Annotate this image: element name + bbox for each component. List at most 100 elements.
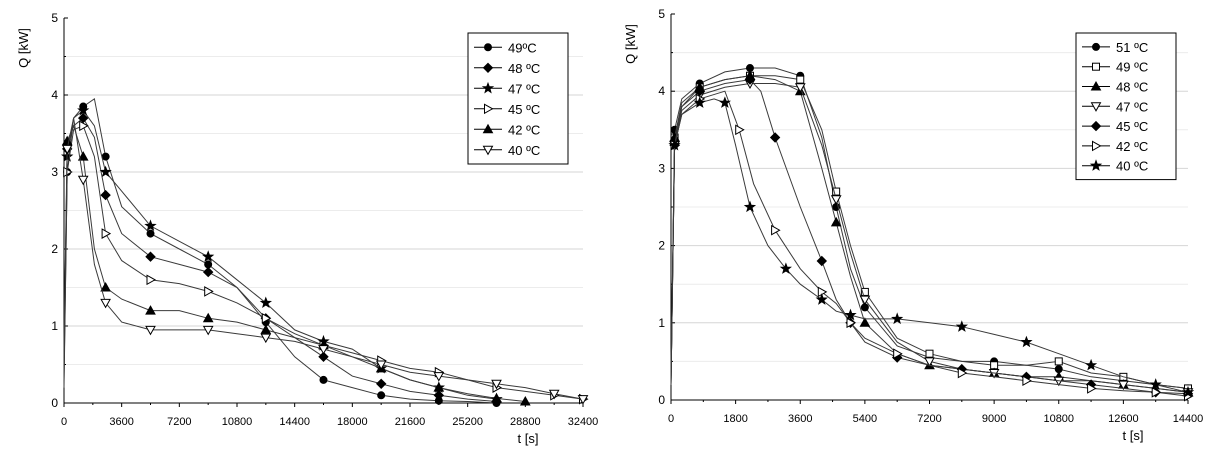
data-point bbox=[1149, 378, 1162, 390]
x-tick-label: 14400 bbox=[279, 416, 310, 428]
series-line bbox=[670, 98, 1189, 393]
data-point bbox=[1181, 385, 1195, 398]
data-point bbox=[260, 333, 272, 344]
legend-label: 42 ºC bbox=[508, 122, 540, 137]
legend-marker bbox=[482, 62, 494, 74]
x-tick-label: 21600 bbox=[395, 416, 426, 428]
series-1 bbox=[63, 97, 501, 407]
legend-label: 40 ºC bbox=[508, 143, 540, 158]
data-point bbox=[1151, 386, 1162, 398]
data-point bbox=[771, 224, 781, 236]
data-point bbox=[377, 391, 386, 400]
data-point bbox=[893, 348, 903, 360]
data-point bbox=[891, 312, 904, 325]
data-point bbox=[925, 349, 934, 358]
x-axis-title: t [s] bbox=[518, 431, 539, 446]
legend-marker bbox=[1089, 159, 1103, 171]
data-point bbox=[202, 266, 214, 278]
legend-item: 42 ºC bbox=[474, 122, 540, 137]
data-point bbox=[318, 345, 329, 355]
y-tick-label: 0 bbox=[51, 396, 58, 410]
x-axis-title: t [s] bbox=[1123, 428, 1144, 443]
data-point bbox=[1022, 375, 1032, 387]
x-tick-label: 0 bbox=[668, 413, 674, 425]
data-point bbox=[816, 255, 828, 267]
data-point bbox=[204, 260, 213, 269]
data-point bbox=[548, 389, 560, 400]
x-tick-label: 32400 bbox=[568, 416, 599, 428]
data-point bbox=[101, 228, 112, 239]
legend-item: 49ºC bbox=[474, 40, 537, 55]
data-point bbox=[955, 320, 968, 332]
data-point bbox=[796, 75, 805, 84]
data-point bbox=[860, 287, 869, 296]
data-point bbox=[99, 165, 112, 178]
data-point bbox=[957, 367, 968, 379]
data-point bbox=[202, 250, 215, 262]
legend-item: 40 ºC bbox=[474, 143, 540, 158]
data-point bbox=[1084, 358, 1098, 371]
data-point bbox=[519, 395, 531, 406]
data-point bbox=[146, 274, 157, 286]
y-tick-label: 5 bbox=[51, 11, 58, 25]
legend-item: 49 ºC bbox=[1082, 60, 1148, 75]
data-point bbox=[859, 317, 871, 327]
data-point bbox=[844, 308, 857, 321]
x-tick-label: 10800 bbox=[222, 416, 253, 428]
data-point bbox=[794, 83, 806, 93]
data-point bbox=[145, 305, 156, 315]
data-point bbox=[735, 124, 745, 136]
y-tick-label: 3 bbox=[658, 161, 665, 175]
data-point bbox=[769, 132, 781, 143]
y-tick-label: 2 bbox=[658, 239, 665, 253]
legend-item: 51 ºC bbox=[1082, 40, 1148, 55]
legend-marker bbox=[482, 123, 494, 134]
data-point bbox=[145, 325, 156, 336]
data-point bbox=[61, 144, 73, 155]
data-point bbox=[145, 251, 156, 262]
data-point bbox=[433, 390, 445, 401]
data-point bbox=[846, 317, 857, 329]
y-tick-label: 5 bbox=[658, 7, 665, 21]
legend-marker bbox=[1092, 42, 1100, 51]
legend-item: 47 ºC bbox=[1082, 99, 1148, 114]
data-point bbox=[817, 286, 828, 298]
x-tick-label: 7200 bbox=[917, 413, 941, 425]
series-line bbox=[63, 117, 497, 402]
data-point bbox=[491, 379, 502, 390]
legend-marker bbox=[1090, 120, 1102, 132]
series-line bbox=[63, 124, 526, 402]
y-tick-label: 1 bbox=[51, 319, 58, 333]
legend-item: 47 ºC bbox=[474, 81, 540, 96]
data-point bbox=[743, 200, 757, 213]
series-7 bbox=[668, 96, 1195, 398]
data-point bbox=[319, 375, 328, 384]
legend-item: 45 ºC bbox=[474, 102, 540, 117]
data-point bbox=[433, 372, 445, 382]
data-point bbox=[100, 189, 111, 201]
data-point bbox=[261, 312, 272, 324]
legend-item: 48 ºC bbox=[474, 61, 540, 76]
data-point bbox=[77, 175, 89, 186]
legend-label: 40 ºC bbox=[1116, 159, 1148, 174]
data-point bbox=[832, 187, 841, 196]
legend-item: 48 ºC bbox=[1082, 80, 1148, 95]
legend-label: 48 ºC bbox=[1116, 80, 1148, 95]
legend-marker bbox=[1090, 102, 1102, 112]
legend-marker bbox=[484, 103, 494, 115]
legend: 51 ºC 49 ºC 48 ºC 47 ºC 45 ºC 42 ºC 40 ºC bbox=[1075, 32, 1177, 181]
data-point bbox=[260, 324, 272, 334]
data-point bbox=[77, 112, 89, 124]
legend-label: 42 ºC bbox=[1116, 139, 1148, 154]
data-point bbox=[77, 151, 89, 161]
y-tick-label: 2 bbox=[51, 242, 58, 256]
x-tick-label: 18000 bbox=[337, 416, 368, 428]
data-point bbox=[859, 295, 871, 306]
x-tick-label: 9000 bbox=[982, 413, 1006, 425]
legend: 49ºC 48 ºC 47 ºC 45 ºC 42 ºC 40 ºC bbox=[467, 32, 569, 165]
legend-marker bbox=[1092, 62, 1100, 71]
series-2 bbox=[61, 112, 502, 407]
legend-label: 47 ºC bbox=[1116, 99, 1148, 114]
data-point bbox=[259, 296, 272, 309]
